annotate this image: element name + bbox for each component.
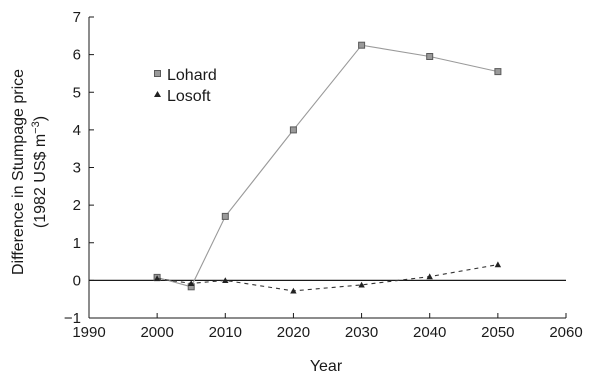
legend-losoft-triangle-marker — [154, 91, 161, 97]
x-tick-label: 2020 — [277, 324, 310, 341]
x-tick-label: 1990 — [72, 324, 105, 341]
y-axis-title-line2: (1982 US$ m−3) — [30, 116, 49, 228]
y-tick-label: 4 — [73, 122, 81, 139]
plot-area — [153, 41, 502, 294]
series-line-losoft — [157, 264, 498, 292]
data-point-losoft — [188, 280, 195, 286]
axes: −1 0 1 2 3 4 5 6 7 1990 2000 2010 2020 2030 2040 2050 20… — [64, 9, 583, 341]
legend-lohard-square-marker — [154, 70, 161, 77]
y-tick-label: 7 — [73, 9, 81, 26]
data-point-lohard — [289, 126, 297, 134]
data-point-losoft — [426, 273, 433, 280]
legend: Lohard Losoft — [154, 67, 217, 105]
legend-item-lohard: Lohard — [154, 67, 217, 84]
data-point-lohard — [358, 41, 366, 49]
data-point-lohard — [494, 68, 502, 76]
x-tick-label: 2060 — [549, 324, 582, 341]
data-point-losoft — [358, 281, 365, 288]
data-point-losoft — [290, 287, 297, 294]
x-tick-label: 2000 — [140, 324, 173, 341]
y-tick-label: 3 — [73, 160, 81, 177]
data-point-losoft — [494, 261, 502, 268]
x-tick-label: 2040 — [413, 324, 446, 341]
y-axis-title-line1: Difference in Stumpage price — [10, 69, 27, 275]
y-tick-label: 0 — [73, 272, 81, 289]
y-tick-label: 5 — [73, 84, 81, 101]
x-tick-label: 2010 — [209, 324, 242, 341]
legend-lohard-label: Lohard — [167, 67, 217, 84]
x-tick-label: 2030 — [345, 324, 378, 341]
legend-losoft-label: Losoft — [167, 88, 211, 105]
data-point-losoft — [153, 275, 161, 282]
data-point-lohard — [221, 212, 229, 220]
x-axis-title: Year — [310, 358, 343, 375]
data-point-losoft — [222, 277, 229, 283]
legend-item-losoft: Losoft — [154, 88, 211, 105]
x-tick-label: 2050 — [481, 324, 514, 341]
y-tick-label: −1 — [64, 310, 81, 327]
y-tick-label: 1 — [73, 235, 81, 252]
y-tick-label: 2 — [73, 197, 81, 214]
y-axis-title: Difference in Stumpage price (1982 US$ m… — [10, 69, 49, 275]
y-tick-label: 6 — [73, 47, 81, 64]
data-point-lohard — [426, 53, 434, 60]
